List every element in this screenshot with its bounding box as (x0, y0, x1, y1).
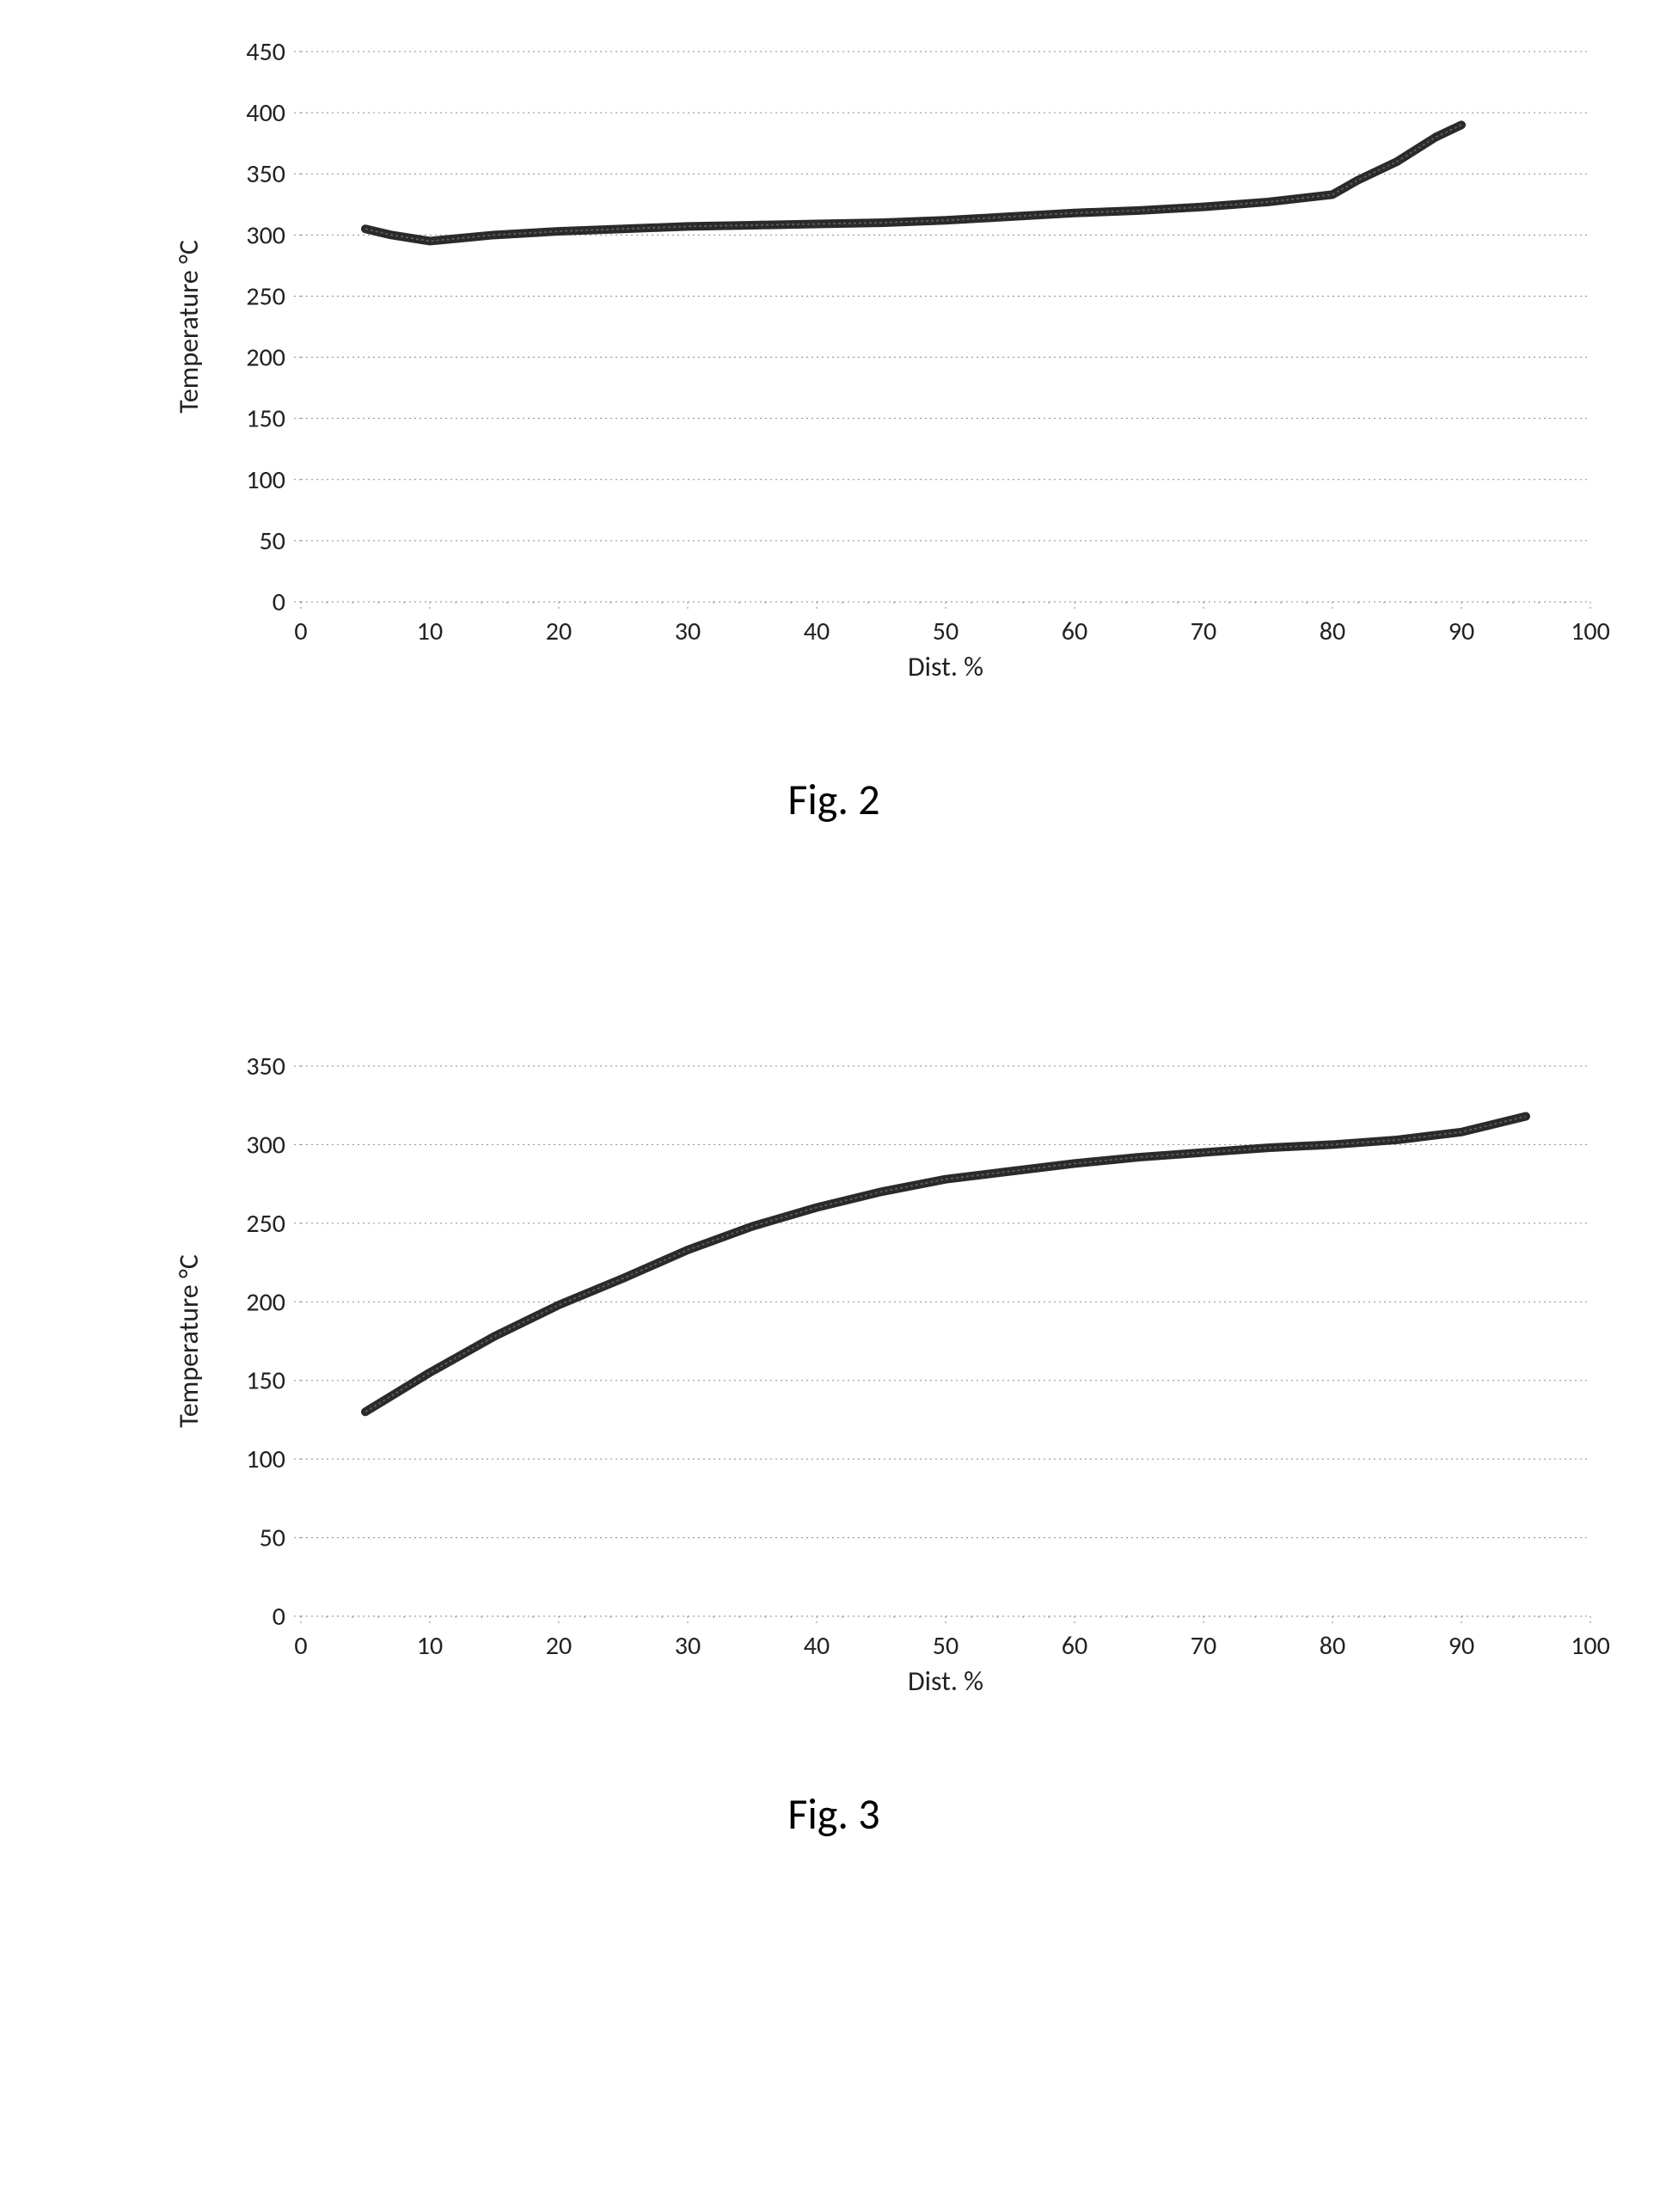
y-tick-label: 350 (246, 1051, 285, 1082)
y-tick-label: 300 (246, 1129, 285, 1161)
fig3-block: 0 50 100 150 200 250 300 350 0 10 20 30 40 50 60 70 80 90… (138, 1049, 1530, 1841)
y-tick-label: 100 (246, 1443, 285, 1475)
x-tick-label: 10 (417, 616, 443, 647)
page: 0501001502002503003504004500102030405060… (0, 0, 1666, 2212)
y-axis-title: Temperature °C (172, 240, 205, 414)
x-tick-label: 60 (1062, 1630, 1087, 1662)
y-tick-label: 50 (260, 1523, 285, 1554)
x-tick-label: 0 (294, 1630, 307, 1662)
y-tick-label: 300 (246, 219, 285, 251)
y-tick-label: 150 (246, 1365, 285, 1397)
x-tick-label: 70 (1191, 616, 1216, 647)
data-series-texture (365, 1117, 1526, 1412)
x-tick-label: 100 (1571, 1630, 1610, 1662)
x-tick-label: 90 (1449, 1630, 1474, 1662)
x-tick-label: 90 (1449, 616, 1474, 647)
x-tick-label: 30 (675, 616, 701, 647)
data-series (365, 1117, 1526, 1412)
fig3-chart: 0 50 100 150 200 250 300 350 0 10 20 30 40 50 60 70 80 90… (138, 1049, 1616, 1694)
y-tick-label: 200 (246, 1286, 285, 1318)
y-tick-label: 350 (246, 158, 285, 190)
x-tick-label: 80 (1320, 1630, 1345, 1662)
x-tick-label: 50 (933, 1630, 959, 1662)
x-tick-label: 10 (417, 1630, 443, 1662)
x-axis-title: Dist. % (908, 650, 983, 679)
fig2-block: 0 50 100 150 200 250 300 350 400 450 0 10 20 30 40 50 60… (138, 34, 1530, 826)
x-tick-label: 70 (1191, 1630, 1216, 1662)
y-tick-label: 0 (273, 586, 285, 618)
fig2-chart: 0 50 100 150 200 250 300 350 400 450 0 10 20 30 40 50 60… (138, 34, 1616, 679)
x-tick-label: 60 (1062, 616, 1087, 647)
y-tick-label: 200 (246, 342, 285, 374)
x-tick-label: 30 (675, 1630, 701, 1662)
y-tick-label: 450 (246, 36, 285, 68)
x-tick-label: 20 (546, 1630, 572, 1662)
y-axis-title: Temperature °C (172, 1254, 205, 1428)
y-tick-label: 400 (246, 97, 285, 129)
x-tick-label: 0 (294, 616, 307, 647)
x-tick-label: 80 (1320, 616, 1345, 647)
y-tick-label: 50 (260, 525, 285, 557)
y-tick-label: 0 (273, 1601, 285, 1633)
x-tick-label: 50 (933, 616, 959, 647)
data-series (365, 125, 1461, 241)
y-tick-label: 250 (246, 1208, 285, 1240)
y-tick-label: 150 (246, 403, 285, 435)
x-tick-label: 40 (804, 1630, 830, 1662)
fig2-caption: Fig. 2 (138, 774, 1530, 826)
x-tick-label: 40 (804, 616, 830, 647)
x-tick-label: 20 (546, 616, 572, 647)
x-tick-label: 100 (1571, 616, 1610, 647)
y-tick-label: 250 (246, 280, 285, 312)
fig3-caption: Fig. 3 (138, 1788, 1530, 1841)
y-tick-label: 100 (246, 464, 285, 496)
x-axis-title: Dist. % (908, 1664, 983, 1694)
